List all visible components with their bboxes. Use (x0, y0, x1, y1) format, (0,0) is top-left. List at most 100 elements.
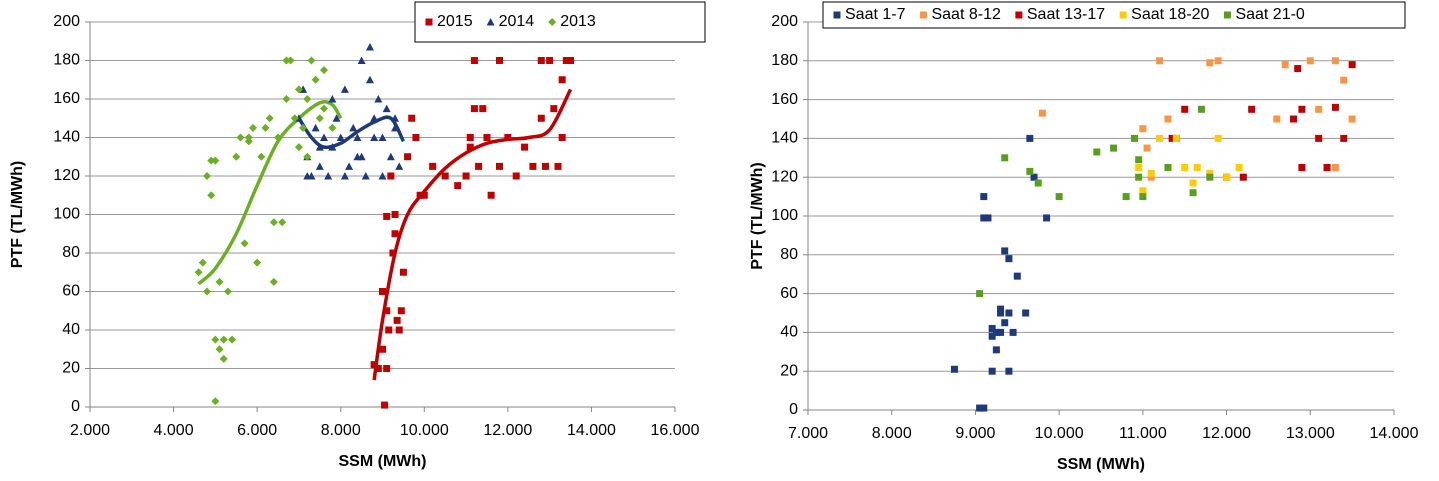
point (357, 56, 366, 64)
point (1331, 164, 1339, 171)
point (1193, 164, 1201, 171)
point (980, 404, 988, 412)
x-tick-label: 4.000 (154, 422, 194, 439)
point (475, 162, 483, 170)
point (1026, 167, 1034, 175)
point (1315, 105, 1323, 113)
y-tick-label: 40 (780, 324, 798, 341)
point (219, 354, 228, 363)
y-tick-label: 80 (780, 246, 798, 263)
point (988, 332, 996, 340)
point (470, 105, 478, 113)
point (370, 114, 379, 122)
legend-box (822, 1, 1406, 29)
point (504, 134, 512, 141)
y-tick-label: 200 (771, 13, 798, 30)
point (420, 191, 428, 199)
point (328, 143, 337, 151)
point (1001, 247, 1009, 255)
point (1139, 125, 1147, 133)
point (466, 143, 474, 151)
y-tick-label: 0 (789, 401, 798, 418)
point (395, 162, 404, 170)
point (357, 152, 366, 161)
point (1239, 173, 1247, 181)
point (374, 95, 383, 103)
legend-marker (1015, 11, 1023, 19)
point (496, 162, 503, 170)
point (320, 104, 328, 113)
point (470, 57, 478, 64)
x-tick-label: 8.000 (321, 422, 361, 439)
point (361, 172, 370, 180)
point (232, 152, 241, 161)
point (269, 218, 278, 227)
point (1139, 193, 1147, 201)
point (294, 143, 303, 152)
point (466, 134, 474, 141)
point (1055, 193, 1063, 201)
point (976, 290, 984, 298)
point (379, 345, 386, 353)
point (253, 258, 262, 267)
point (332, 114, 341, 122)
y-tick-label: 120 (771, 168, 798, 185)
legend-label: 2015 (437, 13, 473, 30)
point (393, 316, 401, 324)
x-axis-title: SSM (MWh) (339, 453, 427, 470)
trendline (297, 115, 405, 150)
point (299, 123, 308, 132)
point (303, 172, 312, 180)
point (980, 214, 988, 222)
point (1147, 173, 1155, 181)
point (211, 156, 220, 165)
point (541, 162, 549, 170)
y-tick-label: 0 (71, 398, 80, 415)
legend-box (414, 1, 706, 43)
point (1038, 109, 1046, 117)
point (997, 328, 1005, 336)
y-tick-label: 180 (771, 52, 798, 69)
point (244, 137, 253, 146)
x-tick-label: 8.000 (872, 425, 912, 442)
point (315, 143, 324, 151)
point (558, 76, 566, 84)
point (546, 57, 554, 64)
point (997, 309, 1005, 317)
point (537, 57, 545, 64)
point (1348, 115, 1356, 123)
point (194, 268, 203, 277)
point (1147, 169, 1155, 177)
legend-marker (548, 18, 557, 26)
point (988, 325, 996, 333)
point (1181, 164, 1189, 171)
point (211, 335, 220, 344)
point (391, 114, 400, 122)
point (387, 172, 395, 180)
point (378, 133, 387, 141)
point (349, 123, 358, 132)
point (992, 328, 1000, 336)
point (340, 172, 349, 180)
point (1235, 164, 1243, 171)
point (286, 56, 295, 65)
y-tick-label: 140 (53, 129, 80, 146)
x-tick-label: 12.000 (1202, 425, 1251, 442)
point (1172, 134, 1180, 142)
point (379, 288, 386, 295)
point (1168, 134, 1176, 142)
point (521, 143, 529, 151)
point (1290, 115, 1298, 123)
x-tick-label: 11.000 (1119, 425, 1167, 442)
point (1214, 134, 1222, 142)
point (382, 104, 391, 113)
point (203, 172, 211, 180)
point (311, 123, 320, 132)
x-tick-label: 14.000 (1370, 425, 1419, 442)
point (1323, 164, 1331, 171)
point (1298, 105, 1306, 113)
point (404, 153, 412, 161)
point (1315, 134, 1323, 142)
point (550, 105, 558, 113)
point (1206, 169, 1214, 177)
